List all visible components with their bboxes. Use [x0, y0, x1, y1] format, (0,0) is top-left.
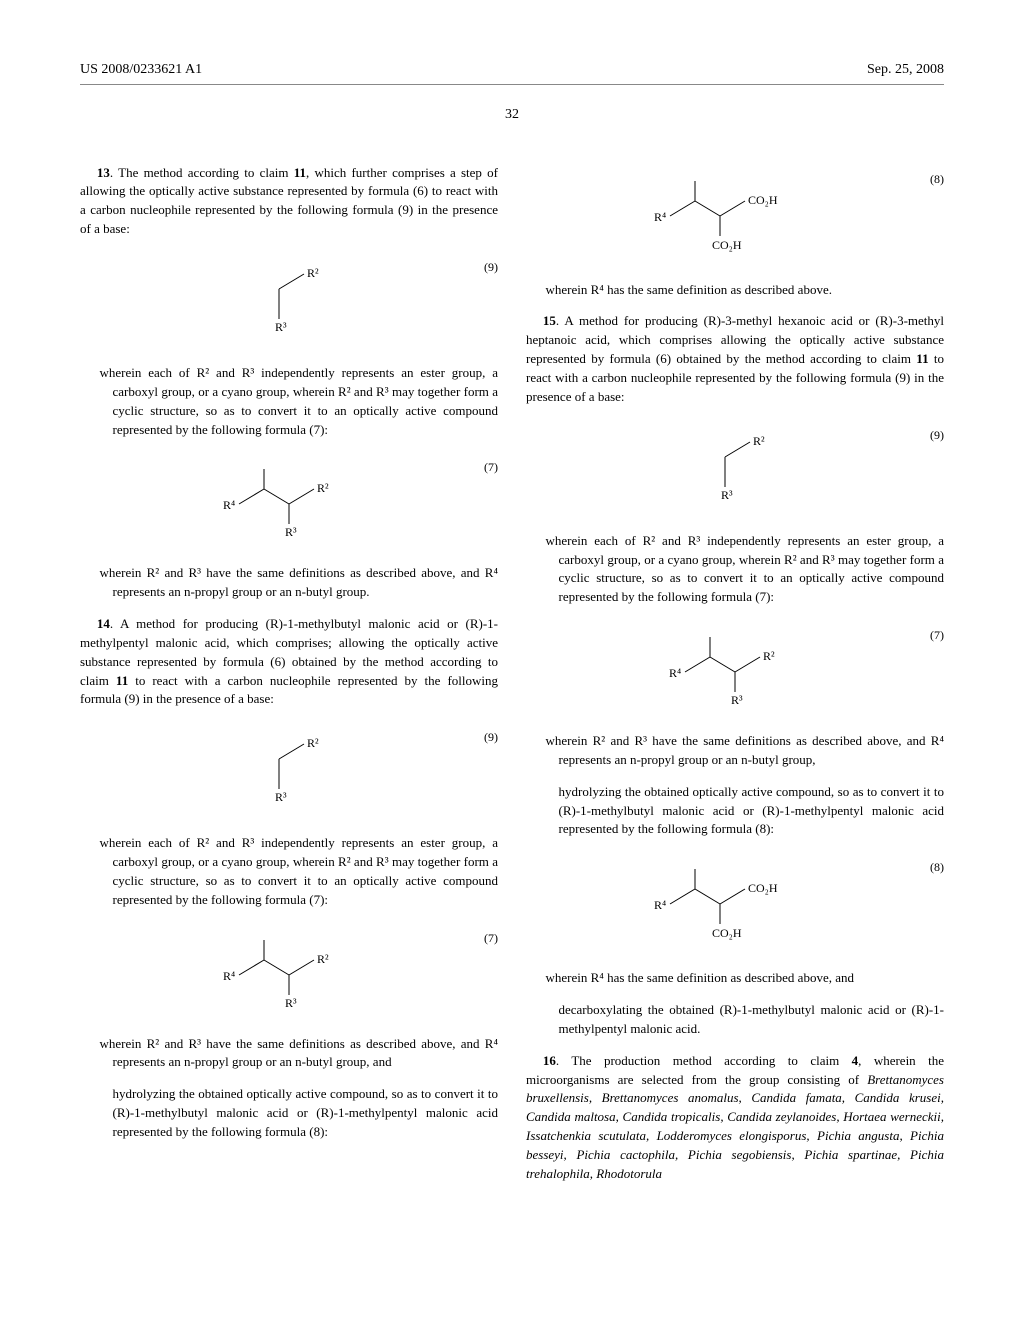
publication-date: Sep. 25, 2008: [867, 60, 944, 80]
formula-8-structure: R⁴ CO₂H CO₂H: [645, 171, 825, 261]
formula-7-structure: R⁴ R² R³: [209, 930, 369, 1010]
svg-text:R⁴: R⁴: [654, 210, 666, 224]
svg-text:R³: R³: [285, 996, 297, 1010]
formula-9-structure: R² R³: [239, 259, 339, 339]
claim-number: 15: [543, 313, 556, 328]
svg-text:R⁴: R⁴: [223, 969, 235, 983]
claim-14-wherein9: wherein each of R² and R³ independently …: [80, 834, 498, 909]
claim-number: 14: [97, 616, 110, 631]
formula-9-structure: R² R³: [685, 427, 785, 507]
formula-9: (9) R² R³: [80, 259, 498, 344]
svg-text:R²: R²: [317, 952, 329, 966]
svg-text:R³: R³: [275, 790, 287, 804]
svg-text:R²: R²: [307, 266, 319, 280]
claim-number: 13: [97, 165, 110, 180]
claim-14-wherein8: wherein R⁴ has the same definition as de…: [526, 281, 944, 300]
formula-8-b: (8) R⁴ CO₂H CO₂H: [526, 859, 944, 949]
page-number: 32: [80, 105, 944, 125]
svg-text:R⁴: R⁴: [654, 898, 666, 912]
svg-text:R³: R³: [731, 693, 743, 707]
claim-16: 16. The production method according to c…: [526, 1052, 944, 1184]
claim-15-wherein8: wherein R⁴ has the same definition as de…: [526, 969, 944, 988]
claim-15-hydro: hydrolyzing the obtained optically activ…: [526, 783, 944, 840]
svg-text:R²: R²: [753, 434, 765, 448]
svg-text:CO₂H: CO₂H: [748, 881, 778, 895]
formula-7-structure: R⁴ R² R³: [655, 627, 815, 707]
svg-text:R²: R²: [763, 649, 775, 663]
svg-text:CO₂H: CO₂H: [712, 926, 742, 940]
svg-text:CO₂H: CO₂H: [748, 193, 778, 207]
claim-14-wherein7: wherein R² and R³ have the same definiti…: [80, 1035, 498, 1073]
claim-15-wherein9: wherein each of R² and R³ independently …: [526, 532, 944, 607]
claim-13-wherein9: wherein each of R² and R³ independently …: [80, 364, 498, 439]
formula-7-b: (7) R⁴ R² R³: [80, 930, 498, 1015]
svg-text:R³: R³: [275, 320, 287, 334]
claim-14-hydro: hydrolyzing the obtained optically activ…: [80, 1085, 498, 1142]
page-header: US 2008/0233621 A1 Sep. 25, 2008: [80, 60, 944, 85]
claim-15-decarb: decarboxylating the obtained (R)-1-methy…: [526, 1001, 944, 1039]
svg-text:R⁴: R⁴: [669, 666, 681, 680]
formula-7-structure: R⁴ R² R³: [209, 459, 369, 539]
formula-9-c: (9) R² R³: [526, 427, 944, 512]
formula-8-structure: R⁴ CO₂H CO₂H: [645, 859, 825, 949]
formula-7: (7) R⁴ R² R³: [80, 459, 498, 544]
svg-text:R²: R²: [307, 736, 319, 750]
organism-list: Brettanomyces bruxellensis, Brettanomyce…: [526, 1072, 944, 1181]
svg-text:R³: R³: [721, 488, 733, 502]
claim-13-wherein7: wherein R² and R³ have the same definiti…: [80, 564, 498, 602]
formula-8: (8) R⁴ CO₂H CO₂H: [526, 171, 944, 261]
svg-text:R²: R²: [317, 481, 329, 495]
formula-7-c: (7) R⁴ R² R³: [526, 627, 944, 712]
left-column: 13. The method according to claim 11, wh…: [80, 151, 498, 1197]
claim-14-intro: 14. A method for producing (R)-1-methylb…: [80, 615, 498, 709]
claim-number: 16: [543, 1053, 556, 1068]
svg-text:R⁴: R⁴: [223, 498, 235, 512]
svg-text:R³: R³: [285, 525, 297, 539]
claim-15-wherein7: wherein R² and R³ have the same definiti…: [526, 732, 944, 770]
svg-text:CO₂H: CO₂H: [712, 238, 742, 252]
formula-9-b: (9) R² R³: [80, 729, 498, 814]
right-column: (8) R⁴ CO₂H CO₂H wherein R⁴ has the same…: [526, 151, 944, 1197]
formula-9-structure: R² R³: [239, 729, 339, 809]
patent-number: US 2008/0233621 A1: [80, 60, 202, 80]
claim-13-intro: 13. The method according to claim 11, wh…: [80, 164, 498, 239]
claim-15-intro: 15. A method for producing (R)-3-methyl …: [526, 312, 944, 406]
